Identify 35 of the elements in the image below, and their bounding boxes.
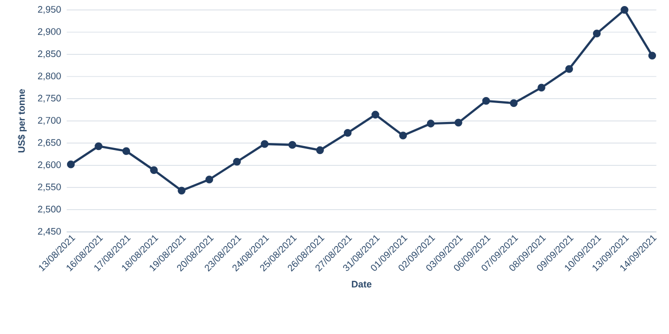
point bbox=[371, 110, 380, 119]
point bbox=[178, 186, 186, 195]
y-tick-label: 2,500 bbox=[38, 206, 61, 214]
y-tick-label: 2,750 bbox=[38, 94, 61, 103]
y-tick-label: 2,700 bbox=[38, 117, 61, 125]
point bbox=[399, 132, 407, 140]
point bbox=[205, 176, 214, 184]
point bbox=[620, 6, 628, 14]
point bbox=[565, 65, 574, 73]
y-tick-label: 2,600 bbox=[38, 161, 61, 170]
point bbox=[344, 129, 352, 137]
y-axis-title: US$ per tonne bbox=[18, 89, 27, 152]
y-tick-label: 2,550 bbox=[38, 184, 61, 192]
point bbox=[94, 142, 102, 150]
point bbox=[288, 141, 296, 149]
x-axis-title: Date bbox=[352, 280, 372, 288]
point bbox=[538, 84, 546, 92]
point bbox=[260, 140, 269, 148]
point bbox=[426, 120, 435, 128]
point bbox=[454, 118, 462, 127]
point bbox=[316, 146, 324, 154]
point bbox=[482, 97, 490, 105]
point bbox=[233, 158, 241, 166]
y-tick-label: 2,850 bbox=[38, 50, 61, 58]
point bbox=[150, 166, 158, 174]
point bbox=[66, 160, 75, 168]
y-tick-label: 2,450 bbox=[38, 228, 61, 236]
y-tick-label: 2,650 bbox=[38, 139, 61, 148]
point bbox=[592, 30, 601, 38]
point bbox=[122, 147, 130, 155]
point bbox=[648, 52, 656, 60]
y-tick-label: 2,950 bbox=[38, 6, 61, 14]
y-tick-label: 2,900 bbox=[38, 28, 61, 36]
point bbox=[510, 99, 518, 108]
y-tick-label: 2,800 bbox=[38, 72, 61, 80]
